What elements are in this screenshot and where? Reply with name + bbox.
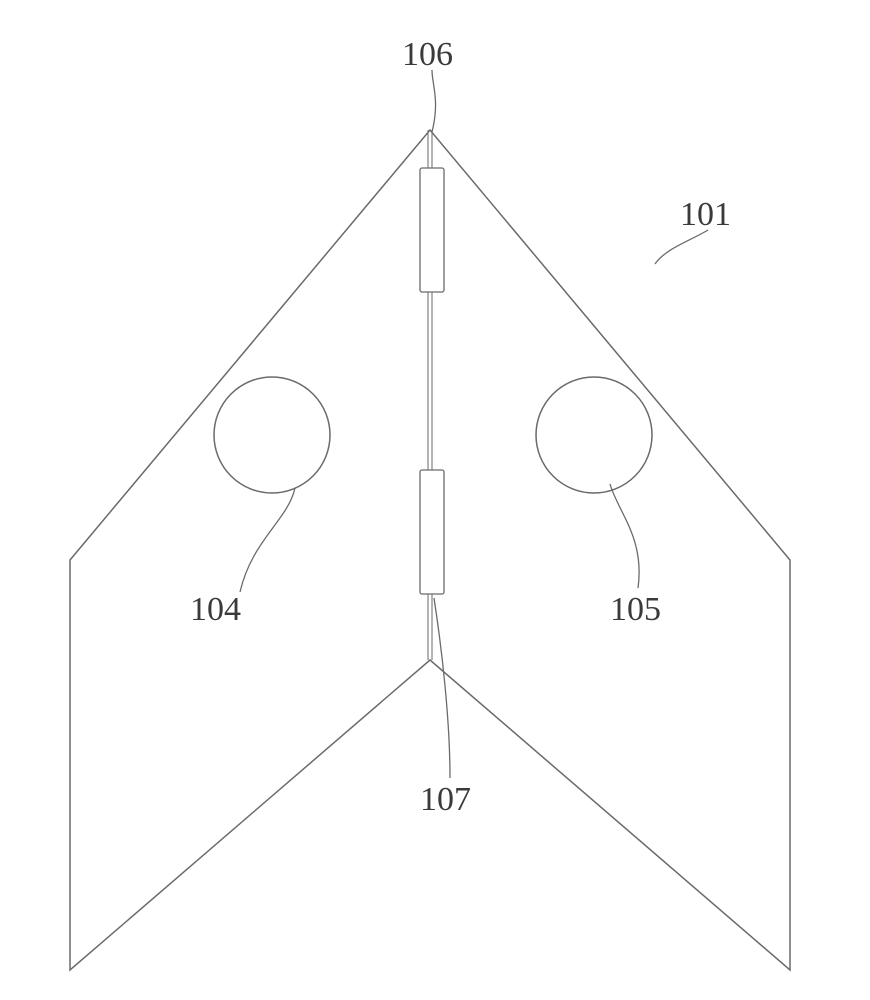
label-107: 107 xyxy=(420,781,471,818)
hole-left xyxy=(214,377,330,493)
leader-105 xyxy=(610,484,639,588)
label-101: 101 xyxy=(680,196,731,233)
label-104: 104 xyxy=(190,591,241,628)
hole-right xyxy=(536,377,652,493)
leader-104 xyxy=(240,488,295,592)
hinge-barrel-top xyxy=(420,168,444,292)
label-106: 106 xyxy=(402,36,453,73)
hinge-assembly xyxy=(420,130,444,660)
leader-107 xyxy=(434,598,450,778)
label-105: 105 xyxy=(610,591,661,628)
technical-figure: 106 101 104 105 107 xyxy=(0,0,870,1000)
leader-101 xyxy=(655,230,708,264)
hinge-barrel-bottom xyxy=(420,470,444,594)
leader-106 xyxy=(432,70,436,132)
